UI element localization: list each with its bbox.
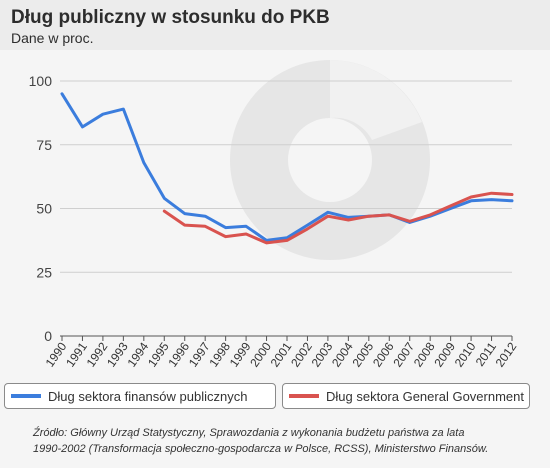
x-tick-label: 2010 [452, 339, 479, 369]
series-line-0 [60, 92, 514, 242]
x-tick-label: 1992 [84, 339, 111, 369]
x-tick-label: 1998 [206, 339, 233, 369]
source-line: 1990-2002 (Transformacja społeczno-gospo… [33, 443, 489, 455]
y-tick-label: 0 [44, 328, 52, 344]
x-tick-label: 2009 [431, 339, 458, 369]
y-tick-label: 75 [36, 137, 52, 153]
watermark-logo [230, 60, 430, 260]
x-tick-label: 2008 [411, 339, 438, 369]
x-tick-label: 2001 [268, 339, 295, 369]
x-tick-label: 2003 [309, 339, 336, 369]
y-tick-label: 100 [29, 73, 53, 89]
x-tick-label: 1996 [165, 339, 192, 369]
x-axis-ticks: 1990199119921993199419951996199719981999… [43, 336, 520, 370]
source-line: Źródło: Główny Urząd Statystyczny, Spraw… [33, 427, 465, 439]
chart-subtitle: Dane w proc. [11, 30, 94, 46]
x-tick-label: 1995 [145, 339, 172, 369]
x-tick-label: 1994 [124, 339, 151, 369]
legend-label: Dług sektora General Government [326, 388, 524, 404]
y-tick-label: 50 [36, 201, 52, 217]
y-tick-label: 25 [36, 264, 52, 280]
line-chart: 0 25 50 75 100 19901991199219931994199519961… [29, 60, 520, 370]
x-tick-label: 1991 [63, 339, 90, 369]
x-tick-label: 2006 [370, 339, 397, 369]
x-tick-label: 1997 [186, 339, 213, 369]
x-tick-label: 2000 [247, 339, 274, 369]
grid-lines [60, 80, 512, 337]
chart-header: Dług publiczny w stosunku do PKB Dane w … [0, 0, 550, 50]
legend-swatch-red [289, 394, 319, 398]
x-tick-label: 2002 [288, 339, 315, 369]
legend-item-general-government[interactable]: Dług sektora General Government [282, 383, 530, 409]
x-tick-label: 1993 [104, 339, 131, 369]
chart-title: Dług publiczny w stosunku do PKB [11, 7, 330, 28]
y-axis-ticks: 0 25 50 75 100 [29, 73, 53, 344]
x-tick-label: 2012 [493, 339, 520, 369]
series-line-1 [162, 191, 514, 245]
x-tick-label: 2004 [329, 339, 356, 369]
x-tick-label: 2005 [349, 339, 376, 369]
legend-label: Dług sektora finansów publicznych [48, 388, 248, 404]
series-lines [60, 92, 514, 245]
x-tick-label: 2007 [390, 339, 417, 369]
legend-swatch-blue [11, 394, 41, 398]
legend-item-finanse-publiczne[interactable]: Dług sektora finansów publicznych [4, 383, 276, 409]
chart-legend: Dług sektora finansów publicznych Dług s… [0, 383, 550, 413]
source-note: Źródło: Główny Urząd Statystyczny, Spraw… [33, 425, 533, 457]
x-tick-label: 1999 [227, 339, 254, 369]
